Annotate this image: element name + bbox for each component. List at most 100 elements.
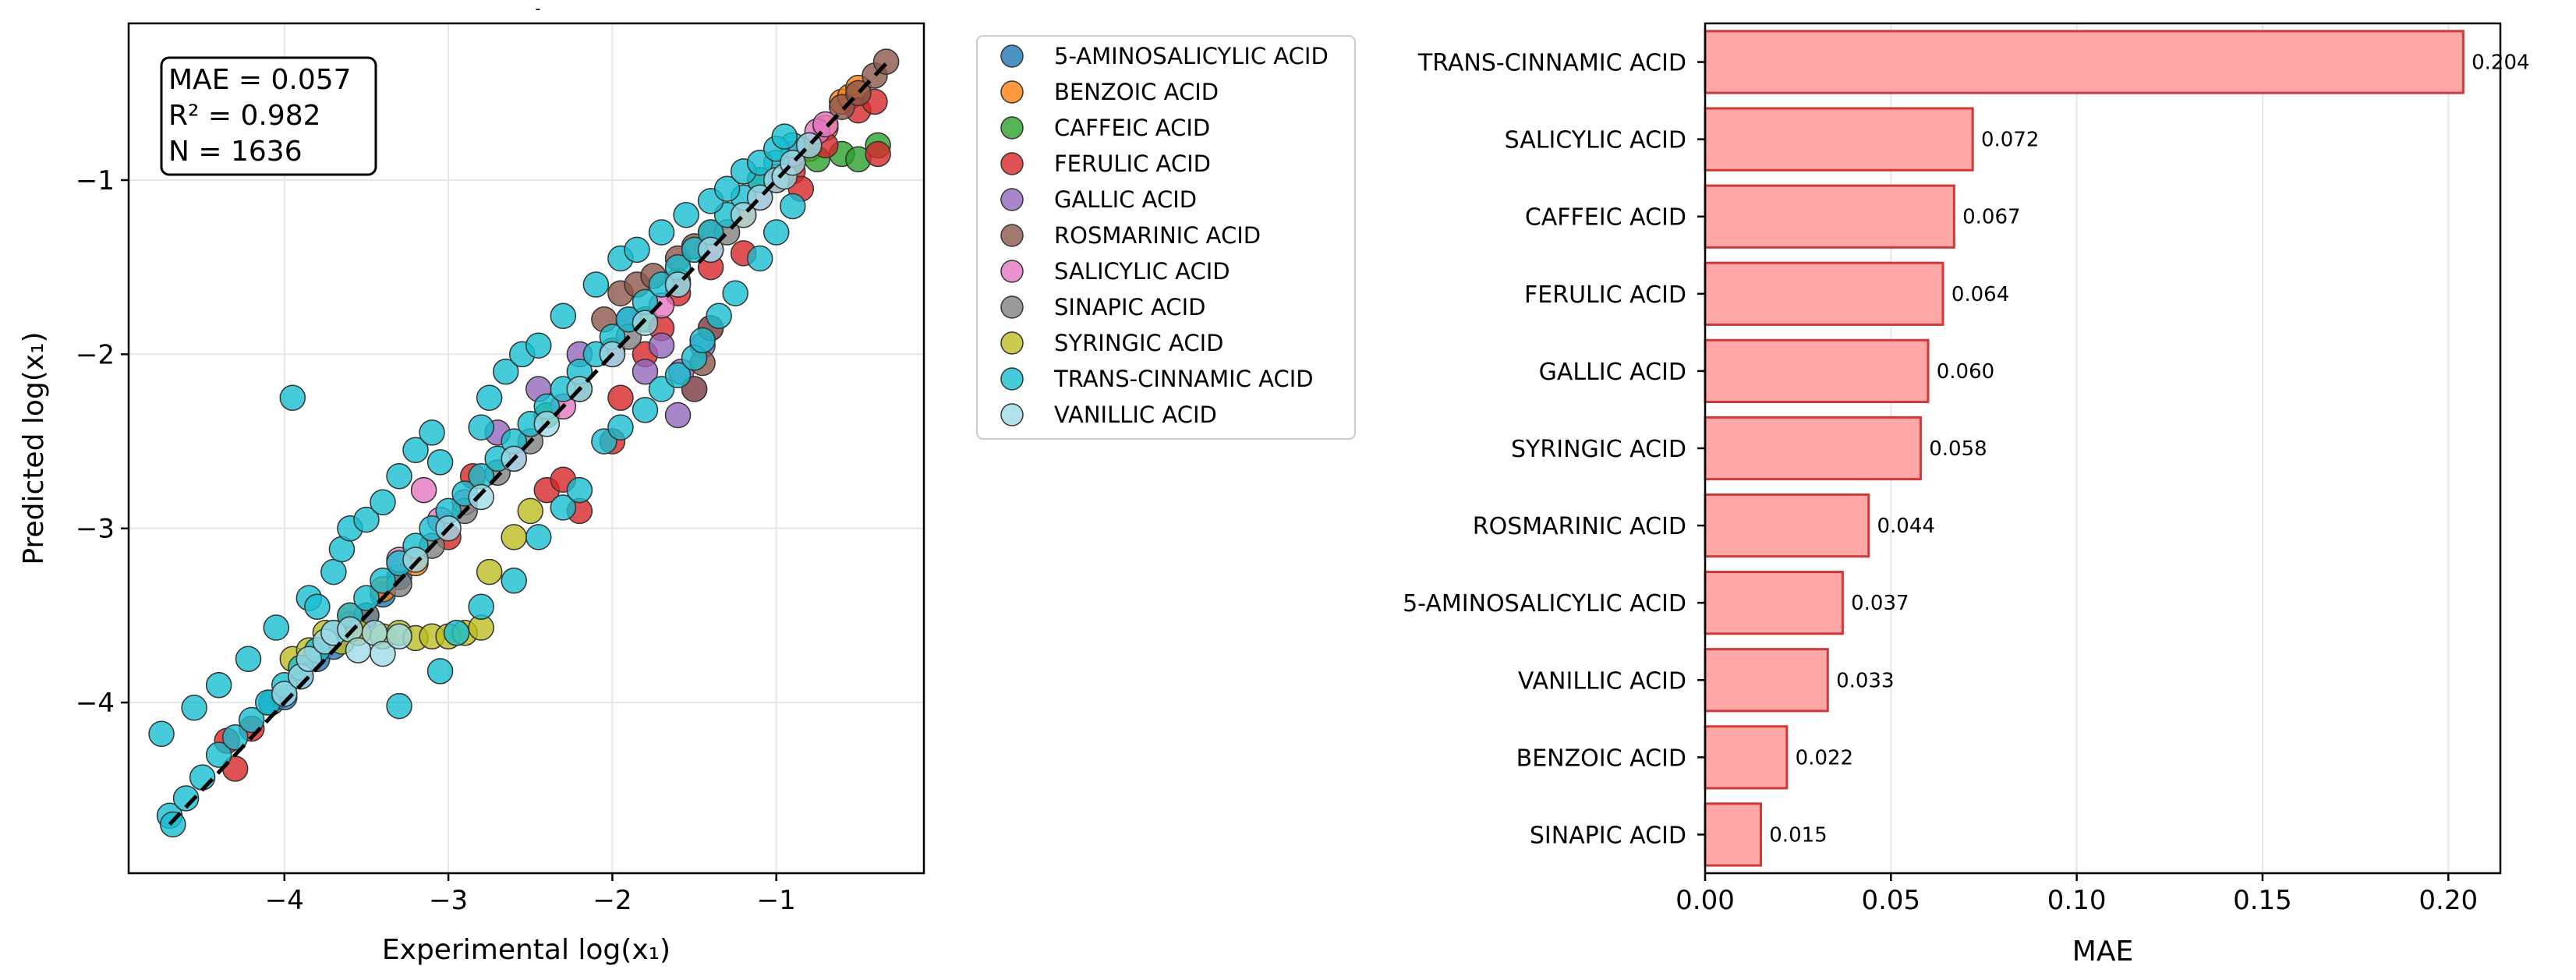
scatter-point <box>763 219 790 246</box>
scatter-point <box>370 640 396 667</box>
legend-frame <box>976 35 1356 440</box>
legend-marker <box>1000 295 1024 319</box>
scatter-y-tick-label: −3 <box>76 514 115 545</box>
bar-5-aminosalicylic-acid: 0.037 5-AMINOSALICYLIC ACID <box>1403 571 1909 635</box>
bar-vanillic-acid: 0.033 VANILLIC ACID <box>1518 648 1895 713</box>
scatter-point <box>402 437 429 463</box>
legend-marker <box>1000 152 1024 175</box>
scatter-point <box>443 620 470 646</box>
legend-item-ferulic-acid: FERULIC ACID <box>1000 150 1211 177</box>
bar-value-label: 0.064 <box>1951 283 2009 306</box>
legend-label: ROSMARINIC ACID <box>1054 222 1261 249</box>
stats-mae: MAE = 0.057 <box>168 64 352 96</box>
legend-item-sinapic-acid: SINAPIC ACID <box>1000 294 1205 320</box>
scatter-point <box>771 123 798 150</box>
scatter-point <box>263 614 290 641</box>
legend-marker <box>1000 403 1024 426</box>
bar-rect <box>1704 261 1944 326</box>
identity-reference-line <box>168 56 893 826</box>
scatter-point <box>410 476 437 504</box>
bar-category-label: BENZOIC ACID <box>1516 745 1686 772</box>
scatter-point <box>550 302 577 329</box>
bar-x-tick-label: 0.20 <box>2419 885 2478 916</box>
scatter-point <box>419 419 445 446</box>
bar-rect <box>1704 648 1829 713</box>
scatter-point <box>525 524 552 550</box>
scatter-point <box>353 506 380 533</box>
scatter-point <box>353 585 380 611</box>
bar-category-label: VANILLIC ACID <box>1518 667 1686 695</box>
scatter-ticks: −4 −3 −2 −1 −4 −3 −2 −1 <box>76 165 796 916</box>
bar-benzoic-acid: 0.022 BENZOIC ACID <box>1516 725 1853 790</box>
stats-n: N = 1636 <box>168 136 303 168</box>
bar-value-label: 0.060 <box>1937 360 1994 384</box>
scatter-point <box>468 593 494 621</box>
scatter-point <box>746 245 773 272</box>
scatter-axes-frame <box>127 22 925 875</box>
scatter-point <box>865 140 891 168</box>
legend-marker <box>1000 260 1024 283</box>
legend-label: VANILLIC ACID <box>1054 402 1217 428</box>
bar-category-label: ROSMARINIC ACID <box>1473 513 1686 540</box>
scatter-point <box>713 175 741 202</box>
scatter-x-tick-label: −3 <box>429 885 468 916</box>
legend-item-salicylic-acid: SALICYLIC ACID <box>1000 258 1230 285</box>
legend-item-trans-cinnamic-acid: TRANS-CINNAMIC ACID <box>1000 366 1314 392</box>
scatter-point <box>304 593 331 621</box>
bar-rect <box>1704 338 1930 404</box>
legend-label: FERULIC ACID <box>1054 150 1211 177</box>
scatter-point <box>386 462 412 490</box>
legend-marker <box>1000 80 1024 104</box>
scatter-point <box>426 658 454 685</box>
legend-items: 5-AMINOSALICYLIC ACID BENZOIC ACID CAFFEIC… <box>1000 43 1329 428</box>
bar-value-label: 0.072 <box>1981 129 2039 152</box>
scatter-point <box>492 358 519 385</box>
bar-category-label: SYRINGIC ACID <box>1511 436 1686 463</box>
bar-value-label: 0.015 <box>1769 823 1827 847</box>
scatter-point <box>476 558 503 586</box>
scatter-point <box>205 741 232 768</box>
legend-label: SINAPIC ACID <box>1054 294 1205 320</box>
scatter-point <box>148 720 175 748</box>
scatter-point <box>235 646 262 673</box>
bar-rect <box>1704 493 1870 558</box>
legend-item-caffeic-acid: CAFFEIC ACID <box>1000 115 1210 141</box>
legend-label: CAFFEIC ACID <box>1054 115 1210 141</box>
bar-rect <box>1704 571 1844 635</box>
scatter-x-tick-label: −4 <box>265 885 304 916</box>
scatter-panel: - −4 −3 −2 −1 −4 −3 −2 −1 MAE = 0.057 R² = 0.98… <box>18 0 925 966</box>
scatter-point <box>295 646 323 673</box>
scatter-point <box>172 785 200 812</box>
bar-value-label: 0.058 <box>1929 437 1987 461</box>
bar-category-label: SALICYLIC ACID <box>1505 127 1686 154</box>
legend-label: 5-AMINOSALICYLIC ACID <box>1054 43 1329 69</box>
scatter-point <box>607 384 634 411</box>
series-trans-cinnamic-acid <box>148 123 806 838</box>
scatter-point <box>632 397 659 423</box>
bar-caffeic-acid: 0.067 CAFFEIC ACID <box>1525 184 2021 249</box>
scatter-point <box>501 568 527 594</box>
legend-label: TRANS-CINNAMIC ACID <box>1053 366 1314 392</box>
scatter-point <box>271 681 298 707</box>
bar-x-axis-label: MAE <box>2072 936 2133 968</box>
bar-x-tick-label: 0.00 <box>1675 885 1735 916</box>
scatter-point <box>221 724 249 751</box>
bar-ticks: 0.00 0.05 0.10 0.15 0.20 <box>1675 873 2478 916</box>
stats-box <box>160 56 377 176</box>
bar-category-label: GALLIC ACID <box>1539 359 1686 386</box>
scatter-point <box>632 310 659 336</box>
scatter-point <box>566 476 593 504</box>
scatter-title-mark: - <box>535 0 540 18</box>
scatter-points <box>148 48 900 838</box>
legend-item-gallic-acid: GALLIC ACID <box>1000 186 1197 213</box>
bar-category-label: CAFFEIC ACID <box>1525 204 1686 232</box>
scatter-point <box>550 494 577 521</box>
bar-rect <box>1704 107 1974 172</box>
scatter-point <box>386 692 412 720</box>
legend-item-vanillic-acid: VANILLIC ACID <box>1000 402 1217 428</box>
bar-category-label: 5-AMINOSALICYLIC ACID <box>1403 590 1686 617</box>
legend-label: BENZOIC ACID <box>1054 79 1219 105</box>
